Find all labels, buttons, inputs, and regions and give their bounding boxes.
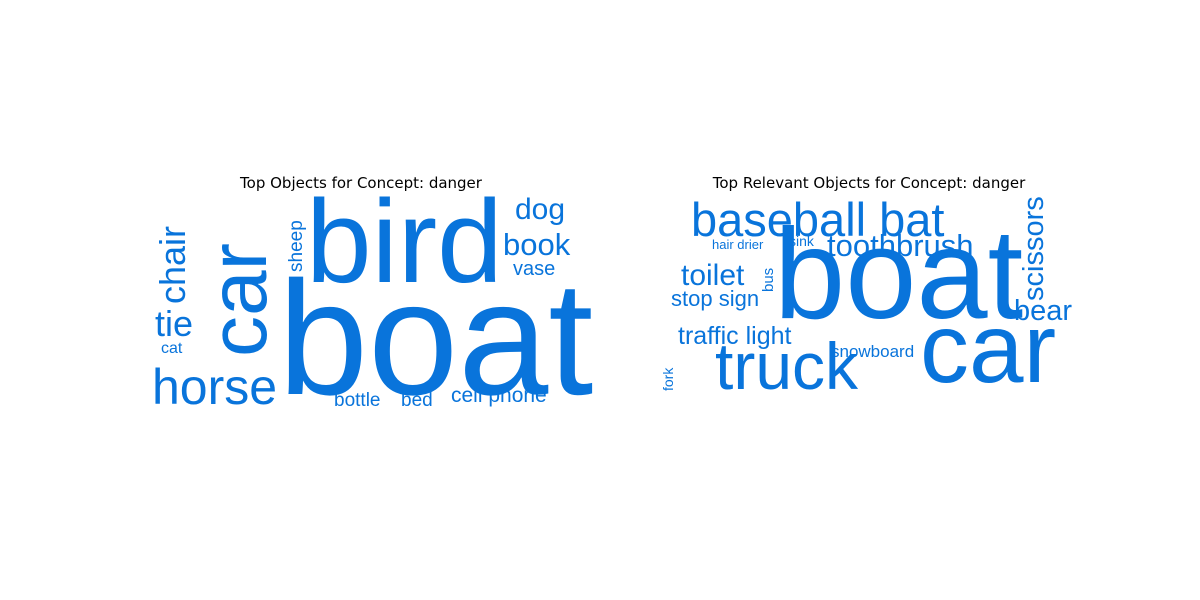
word-toothbrush: toothbrush	[827, 228, 974, 263]
panel-title-left: Top Objects for Concept: danger	[240, 174, 482, 192]
word-truck: truck	[715, 329, 859, 403]
word-cat: cat	[161, 340, 183, 357]
word-sheep: sheep	[286, 220, 307, 272]
word-scissors: scissors	[1018, 196, 1050, 301]
word-toilet: toilet	[681, 259, 745, 292]
word-bed: bed	[401, 390, 433, 411]
word-sink: sink	[789, 233, 814, 249]
word-car-right: car	[920, 293, 1057, 403]
word-bus: bus	[760, 267, 777, 292]
word-cloud-left: boat bird car horse chair tie cat sheep …	[146, 183, 593, 420]
word-fork: fork	[660, 367, 676, 391]
word-snowboard: snowboard	[831, 342, 915, 361]
word-tie: tie	[155, 303, 194, 344]
word-traffic-light: traffic light	[678, 322, 792, 350]
word-chair: chair	[152, 225, 193, 304]
word-baseball-bat: baseball bat	[691, 193, 945, 246]
panel-title-right: Top Relevant Objects for Concept: danger	[712, 174, 1026, 192]
word-stop-sign: stop sign	[671, 286, 760, 311]
word-hair-drier: hair drier	[712, 237, 764, 252]
word-cloud-panel-right: Top Relevant Objects for Concept: danger…	[654, 170, 1084, 420]
word-horse: horse	[152, 359, 278, 415]
word-bottle: bottle	[334, 390, 381, 411]
word-book: book	[503, 227, 571, 262]
word-cloud-panel-left: Top Objects for Concept: danger boat bir…	[146, 170, 593, 420]
word-cloud-right: boat car truck baseball bat toothbrush s…	[654, 193, 1084, 413]
word-dog: dog	[515, 193, 566, 226]
word-vase: vase	[513, 258, 556, 280]
word-boat: boat	[278, 248, 594, 429]
word-bear: bear	[1014, 295, 1073, 327]
word-car: car	[193, 243, 284, 357]
word-bird: bird	[306, 176, 503, 308]
word-cell-phone: cell phone	[451, 384, 547, 407]
word-boat-right: boat	[774, 203, 1024, 346]
